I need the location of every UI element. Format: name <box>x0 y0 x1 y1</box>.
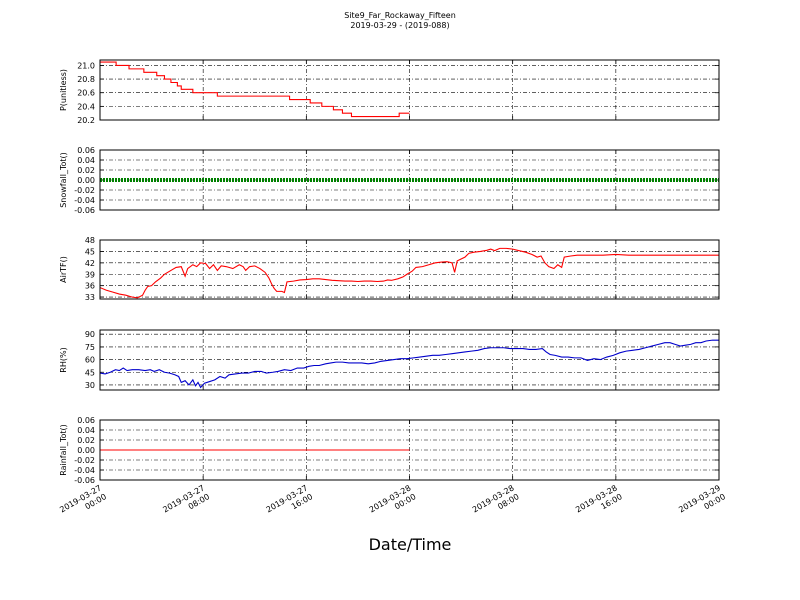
y-axis-label: AirTF() <box>59 256 68 283</box>
chart-title: Site9_Far_Rockaway_Fifteen 2019-03-29 - … <box>0 11 800 31</box>
y-tick-label: 20.8 <box>77 75 95 84</box>
y-tick-label: 33 <box>85 293 95 302</box>
y-tick-label: 0.02 <box>77 436 95 445</box>
y-tick-label: 39 <box>85 270 95 279</box>
y-tick-label: -0.06 <box>74 206 95 215</box>
y-tick-label: 0.06 <box>77 416 95 425</box>
y-tick-label: 90 <box>85 330 95 339</box>
y-tick-label: 45 <box>85 247 95 256</box>
y-axis-label: RH(%) <box>59 347 68 372</box>
y-tick-label: 75 <box>85 343 95 352</box>
series-line-1 <box>100 61 410 118</box>
y-tick-label: 0.02 <box>77 166 95 175</box>
subplot-frame <box>99 329 720 391</box>
chart-title-line1: Site9_Far_Rockaway_Fifteen <box>344 11 456 20</box>
y-tick-label: 20.2 <box>77 116 95 125</box>
x-axis-label: Date/Time <box>369 535 452 554</box>
y-tick-label: 0.04 <box>77 426 95 435</box>
chart-title-line2: 2019-03-29 - (2019-088) <box>350 21 450 30</box>
subplot-frame <box>99 59 720 121</box>
y-tick-label: 0.04 <box>77 156 95 165</box>
subplot-3: 33 36 39 42 45 48 AirTF() <box>59 236 720 302</box>
y-tick-label: 20.6 <box>77 89 95 98</box>
subplot-4: 30 45 60 75 90 RH(%) <box>59 329 720 391</box>
series-line-1 <box>100 247 719 299</box>
y-tick-label: 0.06 <box>77 146 95 155</box>
y-tick-label: 0.00 <box>77 176 95 185</box>
y-tick-label: 20.4 <box>77 102 95 111</box>
y-tick-label: 30 <box>85 381 95 390</box>
y-tick-label: 42 <box>85 259 95 268</box>
y-tick-label: 48 <box>85 236 95 245</box>
subplot-frame <box>99 419 720 481</box>
subplot-5: -0.06-0.04-0.020.000.020.040.06 Rainfall_… <box>59 416 720 485</box>
y-tick-label: -0.04 <box>74 196 95 205</box>
y-axis-label: Rainfall_Tot() <box>59 424 68 476</box>
y-tick-label: 0.00 <box>77 446 95 455</box>
y-tick-label: 45 <box>85 368 95 377</box>
subplot-frame <box>99 239 720 300</box>
subplot-frame <box>99 149 720 211</box>
y-tick-label: -0.04 <box>74 466 95 475</box>
subplot-2: -0.06-0.04-0.020.000.020.040.06 Snowfall_… <box>59 146 720 215</box>
subplot-1: 20.2 20.4 20.6 20.8 21.0 P(unitless) <box>59 59 720 125</box>
y-tick-label: 36 <box>85 282 95 291</box>
y-tick-label: -0.02 <box>74 456 95 465</box>
y-axis-label: P(unitless) <box>59 69 68 111</box>
y-tick-label: 21.0 <box>77 61 95 70</box>
y-tick-label: -0.06 <box>74 476 95 485</box>
y-tick-label: -0.02 <box>74 186 95 195</box>
y-tick-label: 60 <box>85 356 95 365</box>
y-axis-label: Snowfall_Tot() <box>59 152 68 208</box>
series-line-1 <box>100 339 719 389</box>
